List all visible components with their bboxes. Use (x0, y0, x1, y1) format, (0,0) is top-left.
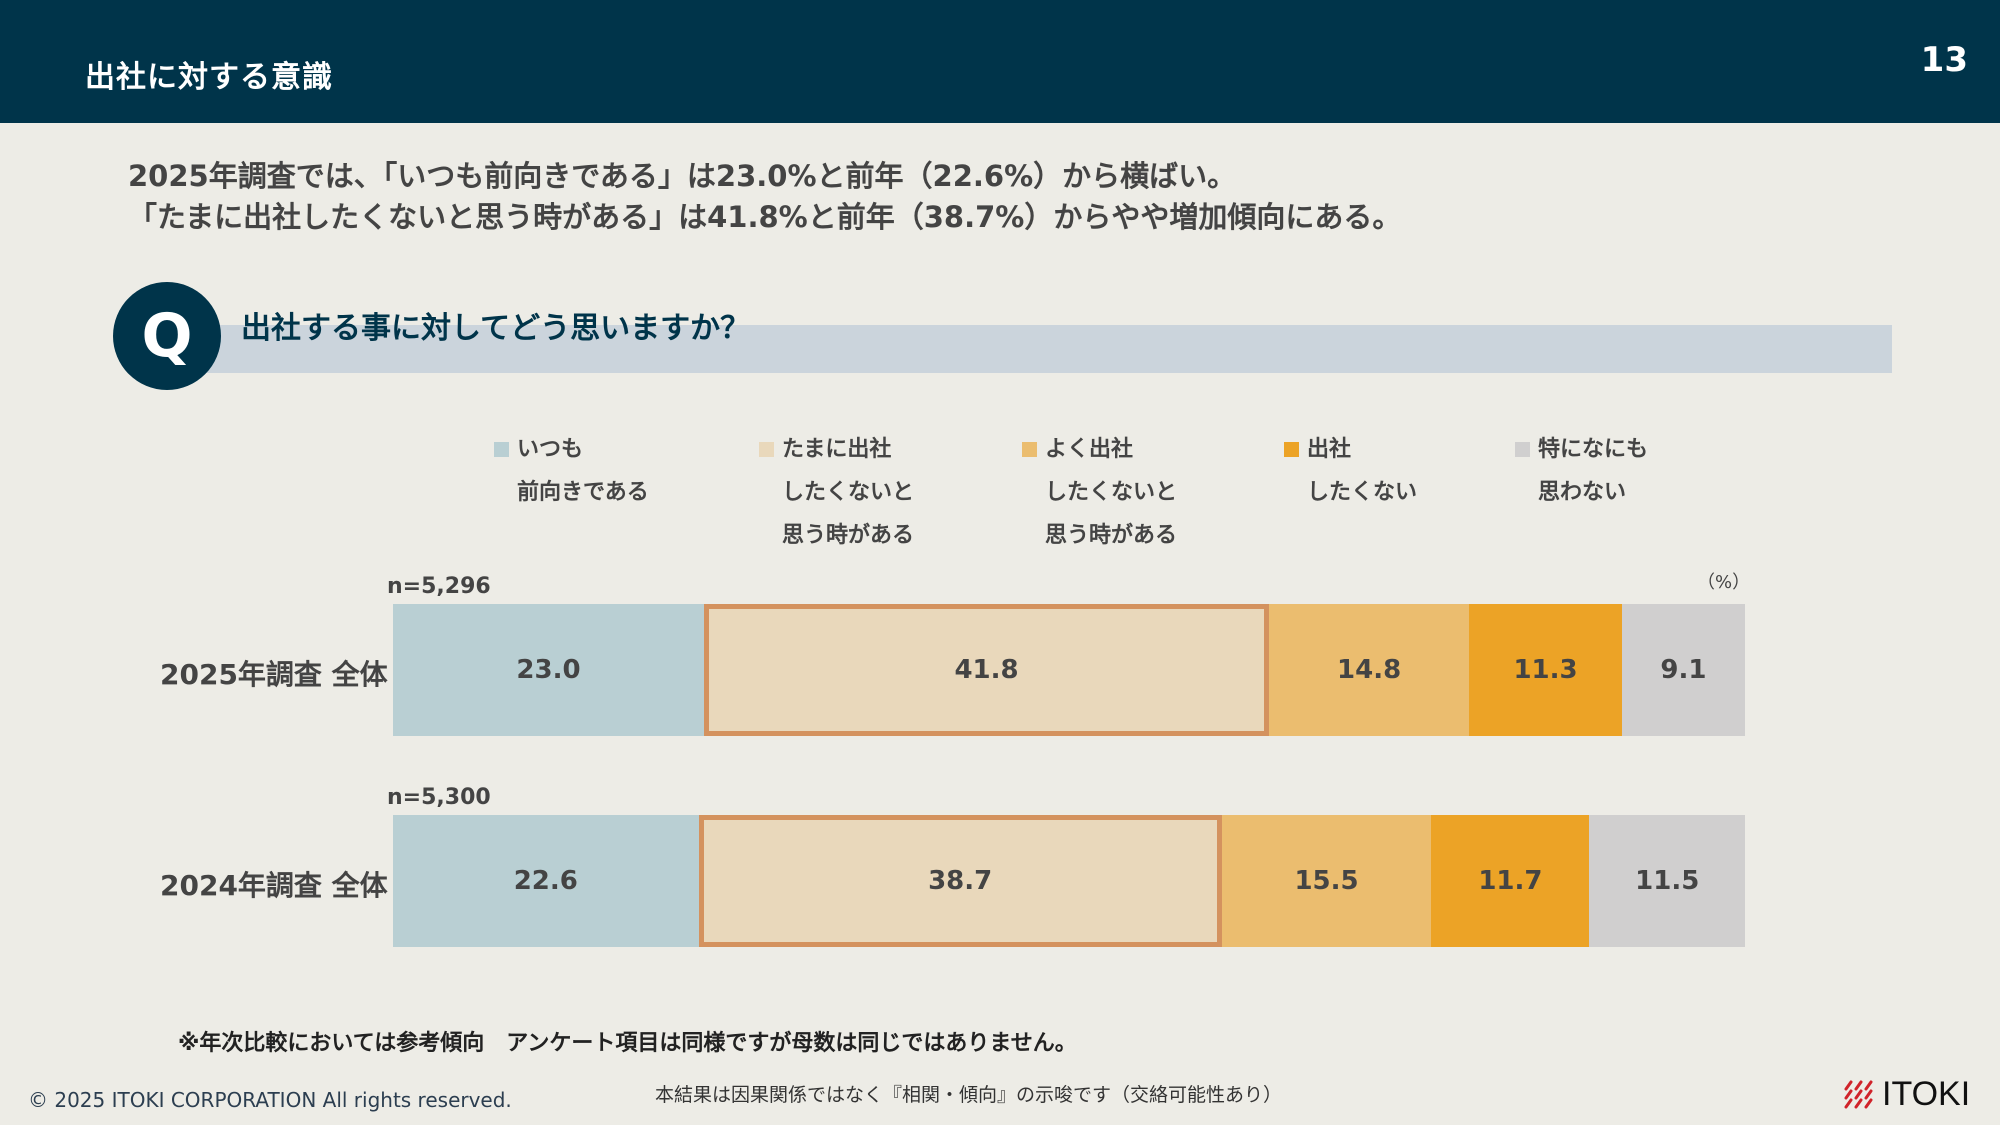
legend-label: よく出社 (1045, 437, 1134, 462)
disclaimer: 本結果は因果関係ではなく『相関・傾向』の示唆です（交絡可能性あり） (655, 1084, 1283, 1106)
itoki-logo: ITOKI (1842, 1075, 1970, 1114)
legend-item-always-positive: いつも 前向きである (494, 428, 649, 514)
logo-text: ITOKI (1882, 1075, 1971, 1113)
legend-item-sometimes-reluctant: たまに出社 したくないと 思う時がある (759, 428, 915, 557)
unit-label: （%） (1697, 572, 1751, 593)
bar-segment: 14.8 (1269, 604, 1470, 736)
stacked-bar-2024: 22.6 38.7 15.5 11.7 11.5 (393, 815, 1745, 947)
legend-item-often-reluctant: よく出社 したくないと 思う時がある (1022, 428, 1178, 557)
page-number: 13 (1920, 40, 1968, 80)
row-label-2024: 2024年調査 全体 (160, 869, 388, 902)
summary-line-2: 「たまに出社したくないと思う時がある」は41.8%と前年（38.7%）からやや増… (128, 200, 1402, 234)
bar-segment: 22.6 (393, 815, 699, 947)
legend-label: 出社 (1307, 437, 1352, 462)
row-label-2025: 2025年調査 全体 (160, 658, 388, 691)
bar-segment-highlighted: 41.8 (703, 604, 1270, 736)
legend-swatch (759, 442, 774, 457)
bar-segment: 23.0 (393, 604, 704, 736)
legend-item-dont-want: 出社 したくない (1284, 428, 1418, 514)
bar-segment: 11.3 (1469, 604, 1622, 736)
sample-size-2024: n=5,300 (387, 785, 491, 810)
bar-segment-highlighted: 38.7 (698, 815, 1222, 947)
page-title: 出社に対する意識 (85, 60, 333, 95)
bar-segment: 11.7 (1431, 815, 1590, 947)
legend-label: 思う時がある (782, 523, 915, 548)
question-text: 出社する事に対してどう思いますか？ (241, 311, 751, 346)
legend-swatch (494, 442, 509, 457)
legend-item-no-opinion: 特になにも 思わない (1515, 428, 1649, 514)
logo-mark-icon (1844, 1080, 1873, 1108)
summary-text: 2025年調査では、「いつも前向きである」は23.0%と前年（22.6%）から横… (128, 156, 1401, 238)
legend-label: 特になにも (1538, 437, 1649, 462)
legend-label: 思う時がある (1045, 523, 1178, 548)
copyright: © 2025 ITOKI CORPORATION All rights rese… (28, 1088, 512, 1112)
legend-label: 前向きである (517, 480, 649, 505)
legend-swatch (1284, 442, 1299, 457)
legend-label: したくないと (782, 480, 915, 505)
legend-label: 思わない (1538, 480, 1627, 505)
question-band (200, 325, 1892, 373)
bar-segment: 9.1 (1621, 604, 1745, 736)
summary-line-1: 2025年調査では、「いつも前向きである」は23.0%と前年（22.6%）から横… (128, 159, 1237, 193)
legend-label: たまに出社 (782, 437, 892, 462)
legend-label: したくない (1307, 480, 1418, 505)
question-badge: Q (113, 282, 221, 390)
sample-size-2025: n=5,296 (387, 574, 491, 599)
bar-segment: 15.5 (1221, 815, 1432, 947)
legend-swatch (1022, 442, 1037, 457)
legend-label: したくないと (1045, 480, 1178, 505)
legend-swatch (1515, 442, 1530, 457)
bar-segment: 11.5 (1589, 815, 1745, 947)
header-bar: 出社に対する意識 13 (0, 0, 2000, 123)
legend-label: いつも (517, 437, 584, 462)
stacked-bar-2025: 23.0 41.8 14.8 11.3 9.1 (393, 604, 1745, 736)
comparison-note: ※年次比較においては参考傾向 アンケート項目は同様ですが母数は同じではありません… (178, 1031, 1077, 1056)
